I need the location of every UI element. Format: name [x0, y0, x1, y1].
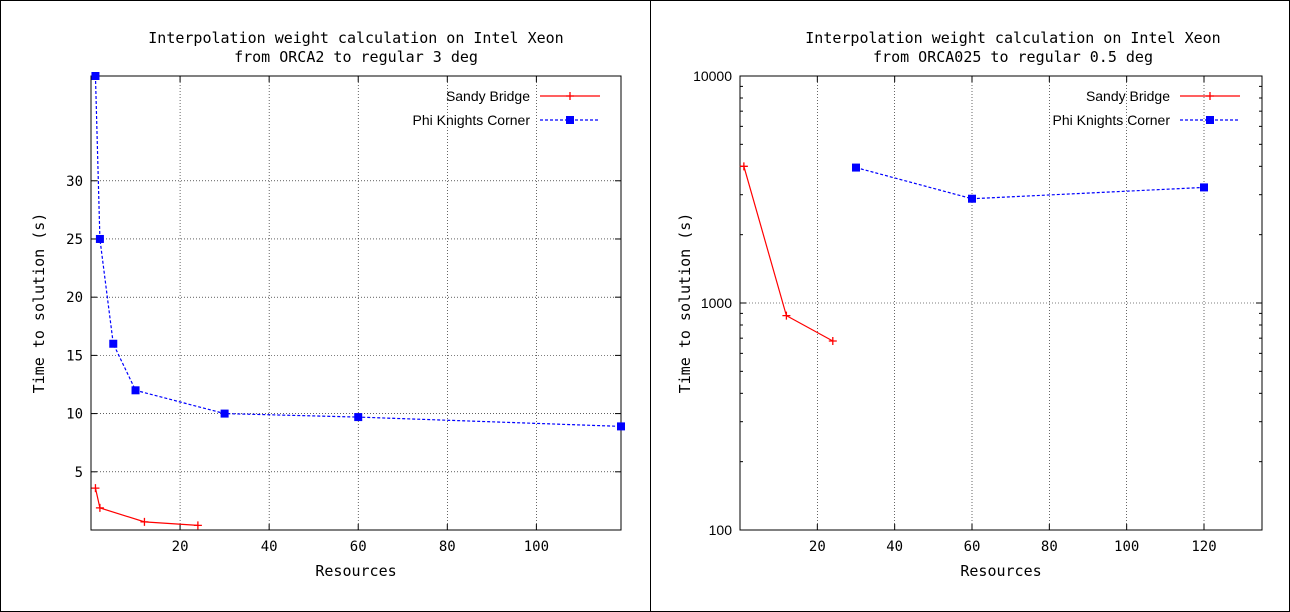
series-line-sandy-bridge	[94, 487, 198, 526]
x-axis-label: Resources	[315, 562, 396, 580]
y-tick-label: 100	[709, 522, 733, 538]
data-point	[1200, 183, 1208, 192]
data-point	[354, 413, 363, 422]
x-tick-label: 80	[439, 539, 456, 555]
y-axis-label: Time to solution (s)	[30, 213, 48, 394]
data-point	[220, 409, 229, 418]
x-tick-label: 80	[1041, 539, 1058, 555]
chart-title-line-2: from ORCA2 to regular 3 deg	[234, 48, 478, 66]
legend-marker	[566, 116, 574, 124]
data-point	[91, 484, 100, 493]
y-axis-label: Time to solution (s)	[676, 213, 694, 394]
legend-label: Phi Knights Corner	[1052, 112, 1170, 128]
chart-title-line-2: from ORCA025 to regular 0.5 deg	[873, 48, 1153, 66]
data-point	[782, 311, 791, 320]
data-point	[95, 503, 104, 512]
legend-label: Phi Knights Corner	[412, 112, 530, 128]
chart-left: 20 40 60 80 100 5 10 15 20 25 30 Interpolation weig…	[30, 29, 625, 580]
chart-title-line-1: Interpolation weight calculation on Inte…	[805, 29, 1220, 47]
x-tick-label: 20	[172, 539, 189, 555]
x-tick-label: 100	[1114, 539, 1139, 555]
x-tick-label: 60	[350, 539, 367, 555]
x-tick-label: 60	[964, 539, 981, 555]
legend-label: Sandy Bridge	[1086, 88, 1170, 104]
data-point	[828, 337, 837, 346]
data-point	[617, 422, 625, 431]
data-point	[91, 72, 100, 80]
data-point	[140, 517, 149, 526]
data-point	[852, 163, 860, 172]
y-tick-label: 15	[66, 348, 83, 364]
x-tick-label: 120	[1191, 539, 1216, 555]
data-point	[193, 521, 202, 530]
y-tick-label: 20	[66, 290, 83, 306]
legend-marker	[566, 92, 574, 100]
y-tick-label: 5	[75, 465, 83, 481]
legend-marker	[1206, 116, 1214, 124]
x-tick-label: 100	[524, 539, 549, 555]
chart-title-line-1: Interpolation weight calculation on Inte…	[148, 29, 563, 47]
y-tick-label: 25	[66, 232, 83, 248]
chart-right: 20 40 60 80 100 120 100 1000 10000 Interpolation …	[676, 29, 1263, 580]
data-point	[109, 339, 118, 348]
y-tick-label: 10000	[693, 68, 732, 84]
x-tick-label: 40	[886, 539, 903, 555]
legend-label: Sandy Bridge	[446, 88, 530, 104]
x-tick-label: 20	[809, 539, 826, 555]
x-axis-label: Resources	[960, 562, 1041, 580]
data-point	[95, 234, 104, 243]
y-tick-label: 30	[66, 174, 83, 190]
data-point	[968, 194, 976, 203]
legend-marker	[1206, 92, 1214, 100]
x-tick-label: 40	[261, 539, 278, 555]
plot-frame	[90, 75, 622, 531]
y-tick-label: 10	[66, 407, 83, 423]
data-point	[131, 386, 140, 395]
y-tick-label: 1000	[701, 295, 732, 311]
data-point	[739, 162, 748, 171]
